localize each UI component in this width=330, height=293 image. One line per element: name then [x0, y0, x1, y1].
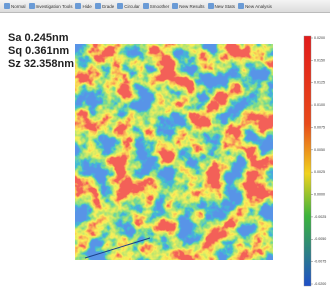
toolbar-label: Investigation Tools: [36, 4, 73, 9]
toolbar-button[interactable]: Investigation Tools: [29, 3, 73, 9]
toolbar-label: Circular: [124, 4, 140, 9]
toolbar-icon: [4, 3, 10, 9]
colorbar-label: 0.0025: [314, 170, 325, 174]
scratch: [85, 238, 150, 258]
sz-value: Sz 32.358nm: [8, 58, 74, 71]
toolbar-button[interactable]: New Results: [172, 3, 204, 9]
colorbar-label: 0.0000: [314, 192, 325, 196]
height-map: [75, 44, 273, 260]
colorbar-label: 0.0050: [314, 148, 325, 152]
toolbar-icon: [29, 3, 35, 9]
sa-value: Sa 0.245nm: [8, 32, 74, 45]
toolbar-button[interactable]: New Stats: [208, 3, 236, 9]
toolbar-label: Grade: [102, 4, 115, 9]
toolbar-button[interactable]: Grade: [95, 3, 115, 9]
toolbar-icon: [95, 3, 101, 9]
toolbar-icon: [238, 3, 244, 9]
toolbar-label: New Analysis: [245, 4, 272, 9]
colorbar: [304, 36, 311, 286]
toolbar-icon: [208, 3, 214, 9]
toolbar-button[interactable]: Normal: [4, 3, 26, 9]
toolbar-icon: [172, 3, 178, 9]
toolbar-label: New Results: [179, 4, 204, 9]
sq-value: Sq 0.361nm: [8, 45, 74, 58]
colorbar-label: 0.0075: [314, 125, 325, 129]
colorbar-label: -0.0025: [314, 215, 326, 219]
page: Normal Investigation Tools Hide Grade Circul…: [0, 0, 330, 293]
colorbar-label: -0.0050: [314, 237, 326, 241]
toolbar-label: New Stats: [215, 4, 236, 9]
colorbar-label: 0.0125: [314, 81, 325, 85]
colorbar-label: 0.0150: [314, 58, 325, 62]
toolbar-icon: [143, 3, 149, 9]
colorbar-label: -0.0075: [314, 260, 326, 264]
colorbar-label: 0.0200: [314, 36, 325, 40]
toolbar-icon: [75, 3, 81, 9]
toolbar: Normal Investigation Tools Hide Grade Circul…: [0, 0, 330, 13]
stats-panel: Sa 0.245nm Sq 0.361nm Sz 32.358nm: [8, 32, 74, 71]
toolbar-button[interactable]: Circular: [117, 3, 140, 9]
colorbar-labels: 0.0200 0.0150 0.0125 0.0100 0.0075 0.0050 0.00…: [311, 36, 326, 286]
toolbar-label: Normal: [11, 4, 26, 9]
colorbar-label: -0.0200: [314, 282, 326, 286]
toolbar-label: Hide: [82, 4, 91, 9]
toolbar-icon: [117, 3, 123, 9]
toolbar-button[interactable]: Smoother: [143, 3, 170, 9]
colorbar-label: 0.0100: [314, 103, 325, 107]
toolbar-button[interactable]: Hide: [75, 3, 91, 9]
toolbar-button[interactable]: New Analysis: [238, 3, 272, 9]
toolbar-label: Smoother: [150, 4, 170, 9]
